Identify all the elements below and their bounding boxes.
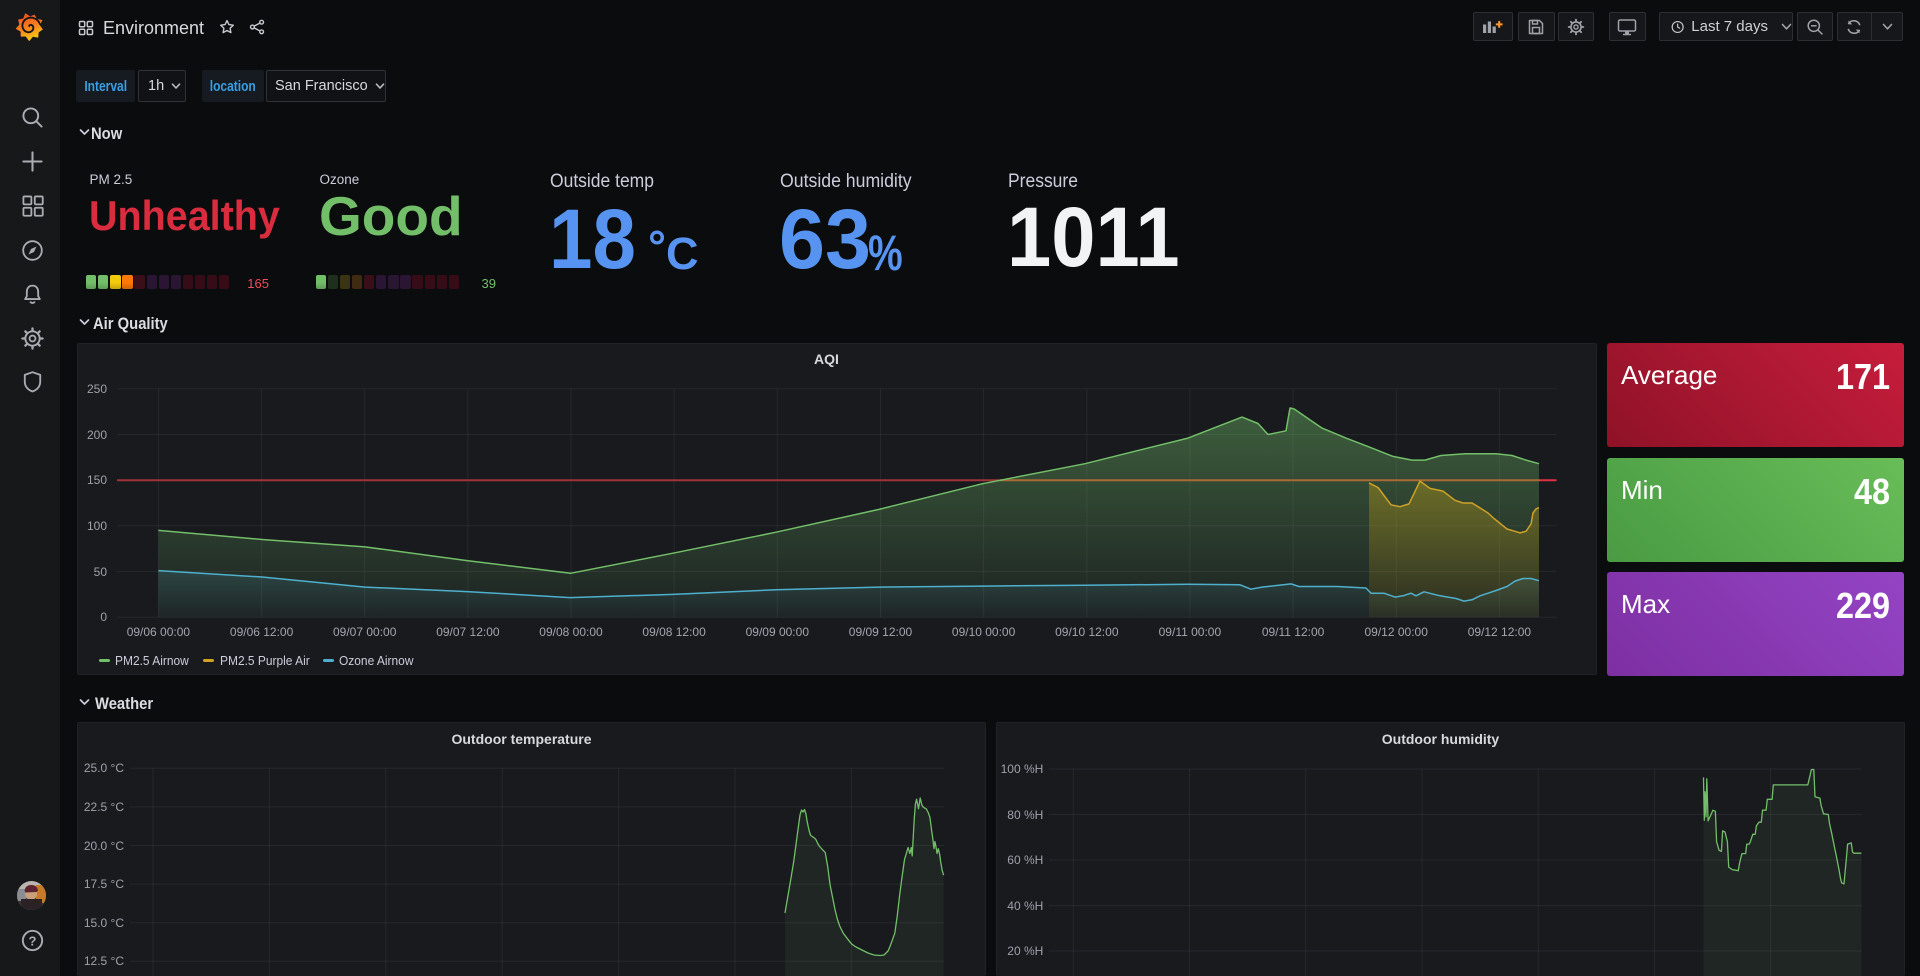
- svg-text:?: ?: [29, 933, 37, 948]
